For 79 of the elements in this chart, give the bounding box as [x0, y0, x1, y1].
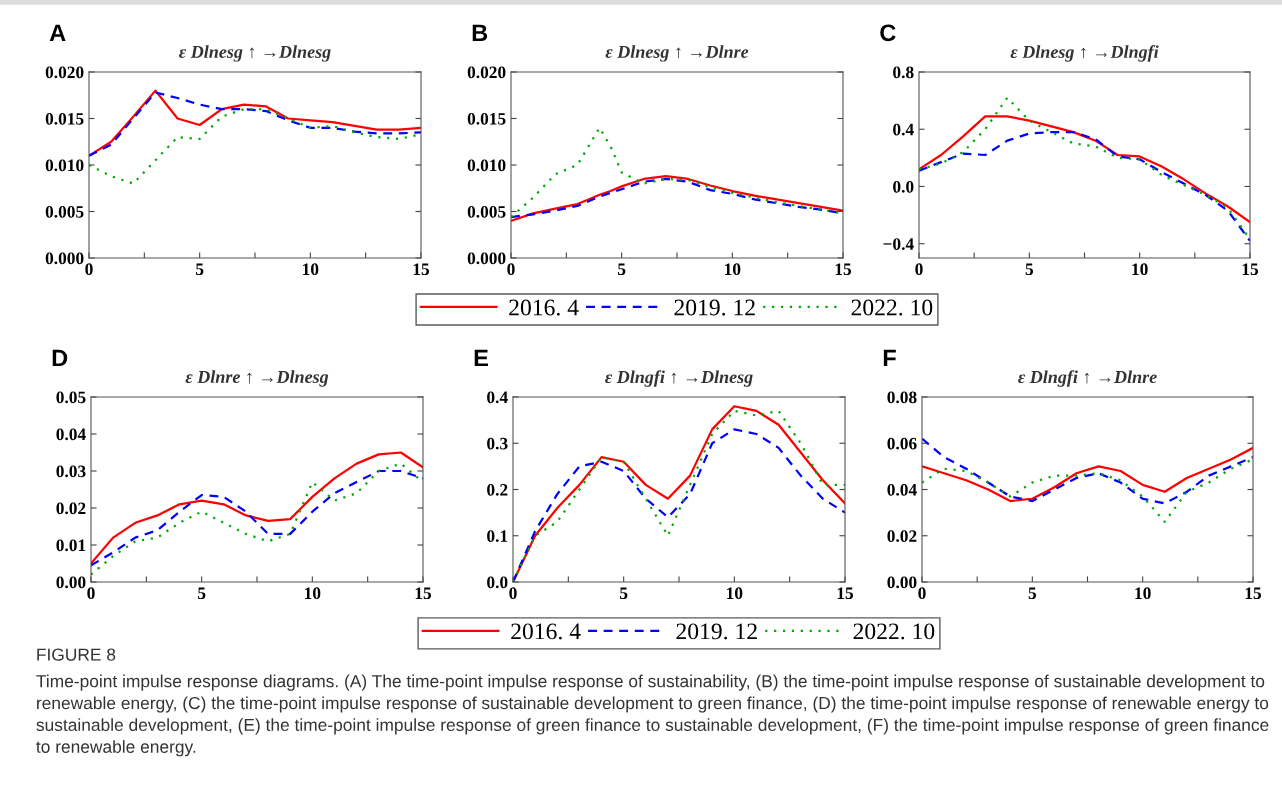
y-tick-label: 0.04 [56, 428, 86, 441]
x-tick-label: 5 [196, 263, 204, 276]
y-tick-label: 0.000 [467, 252, 506, 265]
x-tick-label: 5 [620, 587, 628, 600]
y-tick-label: 0.04 [887, 483, 917, 496]
line-series [919, 115, 1250, 224]
line-series [919, 130, 1250, 242]
y-tick-label: 0.02 [887, 530, 917, 543]
y-tick-label: 0.000 [45, 252, 84, 265]
x-tick-label: 10 [305, 587, 321, 600]
chart-subtitle: ε Dlnre ↑ →Dlnesg [185, 370, 329, 387]
chart-subtitle: ε Dlngfi ↑ →Dlnesg [605, 370, 753, 387]
x-tick-label: 15 [835, 263, 852, 276]
x-tick-label: 15 [413, 263, 430, 276]
chart-subtitle: ε Dlngfi ↑ →Dlnre [1018, 370, 1157, 387]
chart-subtitle: ε Dlnesg ↑ →Dlnre [605, 45, 749, 62]
y-tick-label: 0.03 [56, 465, 86, 478]
x-tick-label: 0 [509, 587, 517, 600]
legend-label: 2022. 10 [853, 623, 935, 640]
legend-label: 2016. 4 [509, 299, 579, 316]
y-tick-label: −0.4 [883, 238, 914, 250]
chart-subtitle: ε Dlnesg ↑ →Dlnesg [179, 45, 331, 62]
x-tick-label: 0 [87, 587, 95, 600]
line-series [922, 446, 1253, 503]
y-tick-label: 0.015 [45, 112, 84, 125]
y-tick-label: 0.005 [467, 205, 506, 218]
y-tick-label: 0.2 [487, 483, 508, 496]
text: Time-point impulse response diagrams. (A) The time-point impulse response of sustainability, (B) the time-point impulse response of sustainable development to renewable energy, (C) the time-point impulse response of sustainable development to green finance, (D) the time-point impulse response of renewable energy to sustainable development, (E) the time-point impulse response of green finance to sustainable development, (F) the time-point impulse response of green finance to renewable energy. [36, 674, 1269, 757]
y-tick-label: 0.02 [56, 502, 86, 515]
y-tick-label: 0.01 [56, 539, 86, 552]
x-tick-label: 5 [1028, 587, 1037, 600]
chart-title: E [474, 349, 488, 367]
y-tick-label: 0.1 [487, 530, 508, 543]
y-tick-label: 0.3 [487, 437, 508, 450]
y-tick-label: 0.08 [887, 391, 917, 404]
x-tick-label: 10 [725, 263, 741, 276]
x-tick-label: 0 [918, 587, 926, 600]
legend-label: 2016. 4 [511, 623, 581, 640]
chart-subtitle: ε Dlnesg ↑ →Dlngfi [1010, 45, 1159, 62]
x-tick-label: 0 [507, 263, 515, 276]
x-tick-label: 5 [1025, 263, 1034, 276]
x-tick-label: 10 [727, 587, 743, 600]
x-tick-label: 10 [1135, 587, 1151, 600]
x-tick-label: 15 [837, 587, 854, 600]
y-tick-label: 0.00 [887, 576, 917, 589]
y-tick-label: 0.4 [893, 123, 914, 136]
x-tick-label: 0 [915, 263, 923, 276]
y-tick-label: 0.05 [56, 391, 86, 404]
x-tick-label: 15 [1242, 263, 1259, 276]
x-tick-label: 5 [618, 263, 626, 276]
x-tick-label: 0 [85, 263, 93, 276]
x-tick-label: 15 [415, 587, 432, 600]
line-series [91, 451, 423, 565]
y-tick-label: 0.06 [887, 437, 917, 450]
chart-title: A [49, 24, 66, 41]
y-tick-label: 0.020 [45, 66, 84, 79]
legend-label: 2019. 12 [674, 299, 755, 316]
x-tick-label: 15 [1245, 587, 1262, 600]
y-tick-label: 0.0 [893, 180, 914, 193]
y-tick-label: 0.010 [467, 159, 506, 172]
y-tick-label: 0.0 [487, 576, 508, 589]
legend-label: 2019. 12 [676, 623, 757, 640]
chart-title: F [883, 349, 896, 367]
y-tick-label: 0.005 [45, 205, 84, 218]
y-tick-label: 0.010 [45, 159, 84, 172]
legend-label: 2022. 10 [851, 299, 933, 316]
x-tick-label: 10 [1132, 263, 1148, 276]
y-tick-label: 0.020 [467, 66, 506, 79]
y-tick-label: 0.4 [487, 391, 508, 404]
y-tick-label: 0.00 [56, 576, 86, 589]
caption: FIGURE 8 [37, 648, 116, 661]
y-tick-label: 0.8 [893, 66, 914, 79]
x-tick-label: 5 [198, 587, 206, 600]
chart-title: D [52, 349, 68, 367]
chart-title: C [880, 24, 896, 42]
chart-title: B [472, 24, 488, 41]
x-tick-label: 10 [303, 263, 319, 276]
y-tick-label: 0.015 [467, 112, 506, 125]
line-series [922, 458, 1253, 523]
